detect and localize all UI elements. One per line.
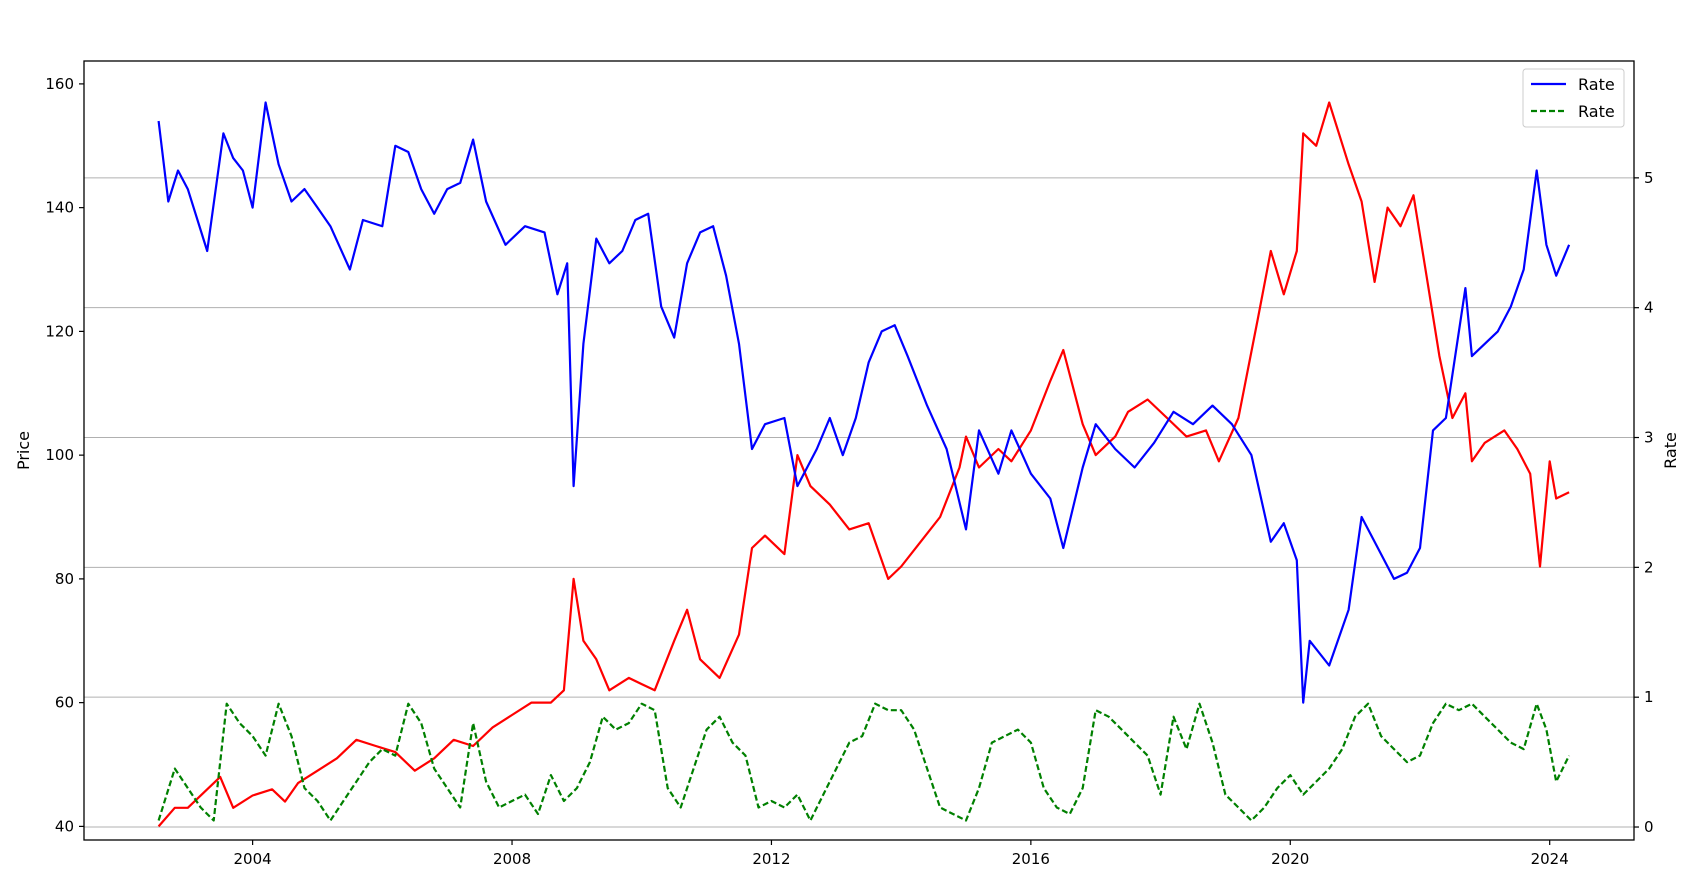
x-tick-label: 2024 (1531, 850, 1569, 868)
series-line-rate-right-axis (157, 702, 1571, 822)
series-line-rate-left-axis (157, 101, 1571, 704)
x-tick-label: 2016 (1012, 850, 1050, 868)
x-axis: 2004 2008 2012 2016 2020 2024 (234, 840, 1569, 868)
legend-label: Rate (1578, 75, 1615, 94)
y-tick-label: 60 (55, 694, 74, 712)
x-tick-label: 2004 (234, 850, 272, 868)
x-tick-label: 2012 (752, 850, 790, 868)
legend: Rate Rate (1522, 68, 1625, 128)
x-tick-label: 2008 (493, 850, 531, 868)
y-tick-label: 100 (45, 446, 74, 464)
y-axis-title-right: Rate (1661, 432, 1680, 469)
y-tick-label: 40 (55, 817, 74, 835)
x-tick-label: 2020 (1271, 850, 1309, 868)
y-tick-label: 140 (45, 199, 74, 217)
y2-tick-label: 5 (1644, 169, 1654, 187)
series-layer (157, 101, 1571, 828)
y2-tick-label: 4 (1644, 299, 1654, 317)
y-tick-label: 160 (45, 75, 74, 93)
y-tick-label: 80 (55, 570, 74, 588)
legend-label: Rate (1578, 102, 1615, 121)
y2-tick-label: 3 (1644, 429, 1654, 447)
gridlines (84, 177, 1634, 828)
y-axis-left: 40 60 80 100 120 140 160 (45, 75, 84, 835)
y2-tick-label: 2 (1644, 558, 1654, 576)
y-tick-label: 120 (45, 322, 74, 340)
series-line-red-series (157, 101, 1570, 828)
y-axis-right: 0 1 2 3 4 5 (1634, 169, 1654, 836)
y-axis-title-left: Price (14, 431, 33, 470)
y2-tick-label: 1 (1644, 688, 1654, 706)
y2-tick-label: 0 (1644, 818, 1654, 836)
plot-frame (83, 60, 1635, 841)
